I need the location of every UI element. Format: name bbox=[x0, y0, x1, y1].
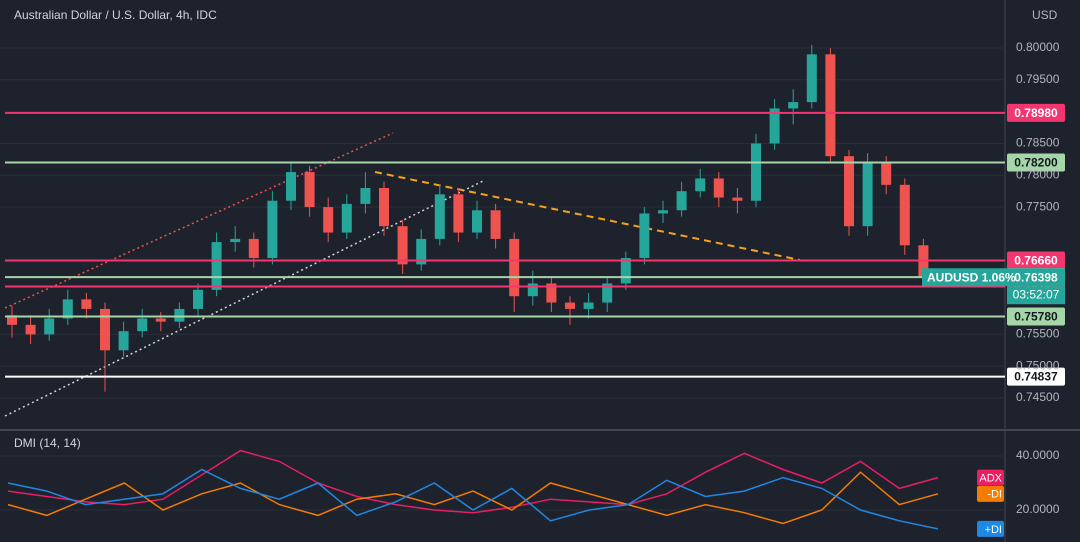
candle-body bbox=[844, 156, 854, 227]
candle-body bbox=[155, 318, 166, 322]
legend-tag-bg bbox=[977, 485, 1004, 502]
legend-tag: ADX bbox=[979, 473, 1002, 485]
candle-body bbox=[769, 108, 780, 144]
candle-body bbox=[248, 238, 259, 259]
candle-body bbox=[174, 308, 185, 322]
y-tick-label: 0.79500 bbox=[1016, 72, 1060, 86]
candle-body bbox=[509, 238, 520, 297]
level-label: 0.78980 bbox=[1014, 106, 1058, 120]
candle-body bbox=[137, 318, 148, 332]
candle-body bbox=[472, 210, 482, 233]
candle-body bbox=[602, 283, 613, 303]
y-tick-label: 0.78000 bbox=[1016, 167, 1060, 181]
legend-tag-bg bbox=[977, 469, 1004, 486]
y-tick-label: 0.77500 bbox=[1016, 199, 1060, 213]
candle-body bbox=[62, 299, 73, 319]
indicator-line bbox=[7, 471, 939, 525]
candle-body bbox=[230, 238, 241, 243]
currency-label: USD bbox=[1032, 8, 1058, 22]
candle-body bbox=[193, 289, 203, 309]
candle-body bbox=[881, 162, 892, 185]
y-tick-label: 0.75500 bbox=[1016, 327, 1060, 341]
y-tick-label: 0.75000 bbox=[1016, 358, 1060, 372]
last-price: 0.76398 bbox=[1014, 270, 1058, 284]
candle-body bbox=[527, 283, 538, 297]
level-label-bg bbox=[1007, 251, 1065, 270]
candle-body bbox=[100, 308, 110, 351]
candle-body bbox=[286, 172, 296, 201]
candle-body bbox=[806, 54, 817, 103]
candle-body bbox=[267, 200, 278, 259]
candle-body bbox=[25, 324, 36, 335]
candle-body bbox=[639, 213, 650, 259]
y-tick-label: 40.0000 bbox=[1016, 448, 1060, 462]
candle-body bbox=[379, 188, 389, 227]
candle-body bbox=[713, 178, 724, 198]
level-label-bg bbox=[1007, 367, 1065, 386]
candle-body bbox=[732, 197, 743, 201]
legend-tag: +DI bbox=[985, 524, 1002, 536]
trend-line bbox=[374, 171, 801, 261]
candle-body bbox=[360, 188, 371, 204]
candle-body bbox=[416, 238, 427, 265]
level-label: 0.78200 bbox=[1014, 156, 1058, 170]
candle-body bbox=[695, 178, 706, 192]
level-label: 0.75780 bbox=[1014, 310, 1058, 324]
level-label: 0.76660 bbox=[1014, 254, 1058, 268]
y-tick-label: 20.0000 bbox=[1016, 502, 1060, 516]
candle-body bbox=[490, 210, 501, 239]
candle-body bbox=[304, 172, 315, 208]
candle-body bbox=[341, 203, 352, 233]
candle-body bbox=[788, 102, 799, 109]
candle-body bbox=[434, 194, 445, 239]
candle-body bbox=[583, 302, 594, 309]
trend-line bbox=[4, 180, 484, 417]
indicator-line bbox=[7, 468, 939, 530]
legend-tag-bg bbox=[977, 520, 1004, 537]
candle-body bbox=[899, 184, 910, 246]
candle-body bbox=[676, 191, 687, 211]
grid bbox=[0, 47, 1005, 511]
candle-body bbox=[751, 143, 761, 201]
y-tick-label: 0.74500 bbox=[1016, 390, 1060, 404]
plot: 0.789800.782000.766600.764000.762530.757… bbox=[5, 44, 1065, 537]
level-label-bg bbox=[1007, 307, 1065, 326]
countdown: 03:52:07 bbox=[1013, 287, 1060, 301]
candle-body bbox=[44, 318, 55, 335]
candle-body bbox=[7, 315, 17, 325]
candle-body bbox=[453, 194, 464, 233]
candle-body bbox=[546, 283, 557, 303]
indicator-line bbox=[7, 449, 939, 514]
y-tick-label: 0.80000 bbox=[1016, 40, 1060, 54]
y-tick-label: 0.78500 bbox=[1016, 136, 1060, 150]
level-label: 0.74837 bbox=[1014, 370, 1058, 384]
candle-body bbox=[825, 54, 836, 157]
candle-body bbox=[620, 258, 631, 284]
chart-title: Australian Dollar / U.S. Dollar, 4h, IDC bbox=[14, 8, 217, 22]
trend-line bbox=[4, 132, 394, 309]
candle-body bbox=[323, 207, 334, 233]
legend-tag: -DI bbox=[987, 489, 1002, 501]
level-label-bg bbox=[1007, 103, 1065, 122]
candle-body bbox=[118, 331, 129, 351]
level-label-bg bbox=[1007, 153, 1065, 172]
countdown-bg bbox=[1007, 286, 1065, 305]
candle-body bbox=[565, 302, 575, 309]
candle-body bbox=[862, 162, 873, 227]
candle-body bbox=[81, 299, 92, 309]
candle-body bbox=[658, 210, 668, 214]
indicator-title: DMI (14, 14) bbox=[14, 436, 81, 450]
symbol-change: AUDUSD 1.06% bbox=[927, 270, 1016, 284]
price-tag-bg bbox=[922, 268, 1065, 287]
candle-body bbox=[397, 226, 408, 265]
candle-body bbox=[211, 242, 222, 290]
